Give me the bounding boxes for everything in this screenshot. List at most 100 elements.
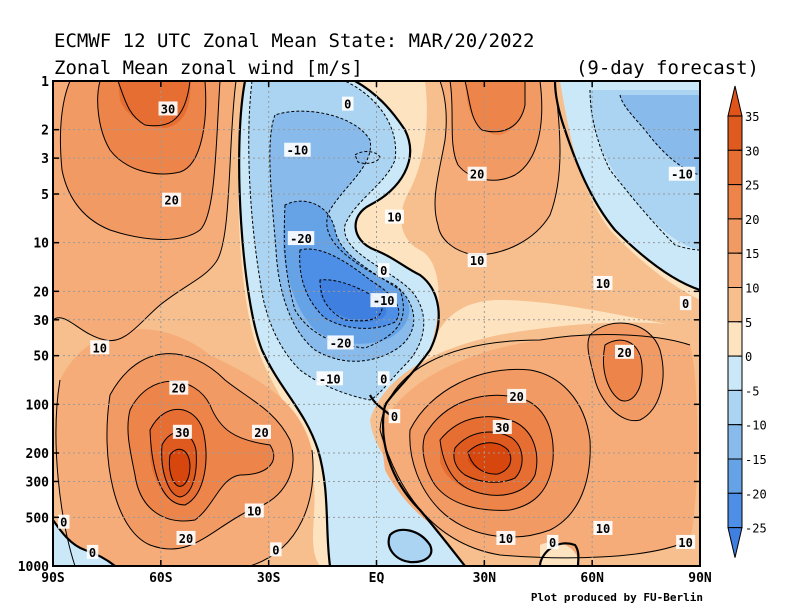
colorbar-segment xyxy=(727,252,743,288)
colorbar-label: 15 xyxy=(745,247,759,261)
contour-label-bg xyxy=(507,388,527,403)
contour-label: 0 xyxy=(344,98,351,112)
contour-label: 0 xyxy=(682,297,689,311)
y-tick-label: 1000 xyxy=(18,560,49,575)
contour-label: 0 xyxy=(380,372,387,386)
contour-label: 10 xyxy=(387,211,401,225)
colorbar-label: -15 xyxy=(745,453,767,467)
contour-label-bg xyxy=(284,142,311,157)
contour-label: -10 xyxy=(671,168,693,182)
colorbar-label: -10 xyxy=(745,419,767,433)
chart-title: ECMWF 12 UTC Zonal Mean State: MAR/20/20… xyxy=(54,30,534,52)
contour-label: 20 xyxy=(254,426,268,440)
contour-label-bg xyxy=(158,101,178,116)
axis-ticks xyxy=(52,80,701,567)
contour-label: 0 xyxy=(272,543,279,557)
contour-label: -20 xyxy=(330,336,352,350)
contour-label: 0 xyxy=(89,546,96,560)
colorbar-label: 35 xyxy=(745,110,759,124)
colorbar-label: -20 xyxy=(745,487,767,501)
colorbar-label: 20 xyxy=(745,213,759,227)
y-tick-label: 30 xyxy=(33,314,49,329)
contour-label-bg xyxy=(162,192,182,207)
contour-label: 30 xyxy=(495,421,509,435)
contour-label: 20 xyxy=(179,532,193,546)
contour-label-bg xyxy=(467,253,487,268)
contour-label: 20 xyxy=(172,382,186,396)
contour-label: 0 xyxy=(391,410,398,424)
contour-label: 20 xyxy=(164,194,178,208)
contour-label-bg xyxy=(86,544,99,559)
contour-label-bg xyxy=(270,542,282,557)
contour-label-bg xyxy=(377,263,390,278)
contour-label-bg xyxy=(593,520,613,535)
colorbar-segment xyxy=(727,355,743,391)
x-tick-label: EQ xyxy=(369,571,385,586)
contour-label: -10 xyxy=(373,294,395,308)
colorbar-label: 10 xyxy=(745,282,759,296)
x-tick-label: 60N xyxy=(580,571,604,586)
contour-label: 0 xyxy=(549,536,556,550)
y-axis-labels: 1 2 3 5 10 20 30 50 100 200 300 500 1000 xyxy=(18,75,49,575)
x-tick-label: 90S xyxy=(41,571,65,586)
chart-subtitle: Zonal Mean zonal wind [m/s] xyxy=(54,57,363,79)
contour-label: 10 xyxy=(596,522,610,536)
y-tick-label: 500 xyxy=(26,511,50,526)
y-tick-label: 2 xyxy=(41,124,49,139)
y-tick-label: 200 xyxy=(26,447,50,462)
colorbar-segment xyxy=(727,458,743,494)
contour-label: 20 xyxy=(617,346,631,360)
contour-label: 10 xyxy=(499,532,513,546)
colorbar-label: 30 xyxy=(745,144,759,158)
contour-label-bg xyxy=(384,209,404,224)
colorbar-label: -5 xyxy=(745,384,759,398)
colorbar-segment xyxy=(727,321,743,357)
plot-area: 30 20 -10 0 -20 10 0 -10 -20 -10 0 0 20 10 10 0 -10 20 20 3… xyxy=(53,81,700,566)
colorbar: 35 30 25 20 15 10 5 0 -5 -10 -15 -20 -25 xyxy=(727,85,767,558)
colorbar-label: -25 xyxy=(745,522,767,536)
contour-label: 0 xyxy=(60,516,67,530)
contour-label: 10 xyxy=(247,504,261,518)
y-tick-label: 5 xyxy=(41,188,49,203)
x-tick-label: 60S xyxy=(149,571,173,586)
contour-label-bg xyxy=(467,166,487,181)
y-tick-label: 100 xyxy=(26,398,50,413)
contour-label: 20 xyxy=(470,168,484,182)
colorbar-label: 25 xyxy=(745,179,759,193)
contour-label: 10 xyxy=(470,254,484,268)
colorbar-label: 5 xyxy=(745,316,752,330)
contour-label: 0 xyxy=(380,264,387,278)
colorbar-segment xyxy=(727,389,743,426)
colorbar-segment xyxy=(727,149,743,186)
contour-label-bg xyxy=(377,371,390,386)
contour-label-bg xyxy=(492,419,512,434)
y-tick-label: 20 xyxy=(33,285,49,300)
x-tick-label: 90N xyxy=(688,571,712,586)
contour-label-bg xyxy=(169,380,189,395)
credit-text: Plot produced by FU-Berlin xyxy=(531,591,703,604)
contour-label-bg xyxy=(316,371,344,386)
gridlines xyxy=(53,81,700,566)
colorbar-segment xyxy=(727,492,743,529)
y-tick-label: 3 xyxy=(41,152,49,167)
y-tick-label: 1 xyxy=(41,75,49,90)
colorbar-segment xyxy=(727,218,743,254)
contour-label-bg xyxy=(679,296,692,311)
colorbar-label: 0 xyxy=(745,350,752,364)
contour-label: 10 xyxy=(93,341,107,355)
contour-label-bg xyxy=(546,534,559,549)
contour-label: -10 xyxy=(287,144,309,158)
contour-label-bg xyxy=(388,409,401,424)
contour-label-bg xyxy=(244,503,264,518)
colorbar-segment xyxy=(727,184,743,220)
y-tick-label: 10 xyxy=(33,237,49,252)
contour-label-bg xyxy=(90,340,110,355)
contour-label: 20 xyxy=(509,390,523,404)
y-tick-label: 300 xyxy=(26,475,50,490)
contour-label-bg xyxy=(327,335,354,350)
contour-label: -10 xyxy=(319,372,341,386)
contour-label-bg xyxy=(676,534,696,549)
contour-label: 10 xyxy=(596,277,610,291)
contour-label-bg xyxy=(370,293,397,308)
contour-label-bg xyxy=(496,530,516,545)
